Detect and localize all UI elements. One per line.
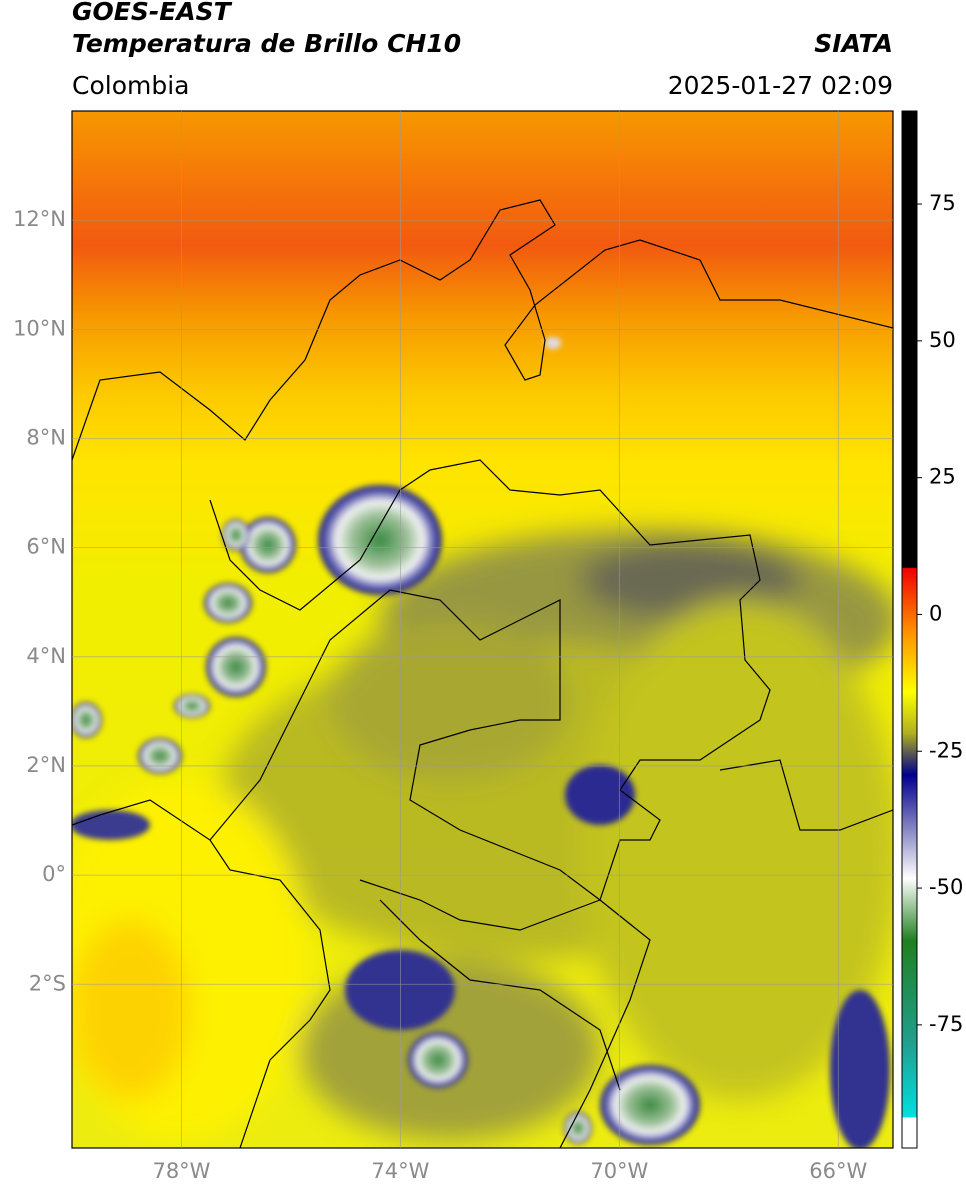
lat-label: 10°N — [13, 316, 66, 340]
lat-label: 2°S — [29, 971, 66, 995]
lon-label: 78°W — [152, 1159, 210, 1183]
lat-label: 2°N — [26, 753, 66, 777]
colorbar-label: -50 — [929, 875, 963, 899]
source: SIATA — [814, 29, 893, 58]
colorbar-label: -25 — [929, 738, 963, 762]
colorbar-label: -75 — [929, 1012, 963, 1036]
lon-label: 66°W — [809, 1159, 867, 1183]
map-frame — [71, 110, 894, 1149]
colorbar-label: 25 — [929, 465, 956, 489]
colorbar-label: 50 — [929, 328, 956, 352]
region: Colombia — [72, 71, 189, 100]
colorbar-label: 0 — [929, 601, 942, 625]
lat-label: 0° — [42, 862, 66, 886]
colorbar-label: 75 — [929, 191, 956, 215]
product: Temperatura de Brillo CH10 — [72, 29, 461, 58]
datetime: 2025-01-27 02:09 — [668, 71, 893, 100]
lon-label: 74°W — [371, 1159, 429, 1183]
satellite-image — [72, 111, 893, 1148]
lat-label: 4°N — [26, 644, 66, 668]
lat-label: 6°N — [26, 535, 66, 559]
colorbar — [901, 110, 918, 1149]
lat-label: 8°N — [26, 425, 66, 449]
lon-label: 70°W — [590, 1159, 648, 1183]
satellite: GOES-EAST — [72, 0, 233, 26]
lat-label: 12°N — [13, 207, 66, 231]
